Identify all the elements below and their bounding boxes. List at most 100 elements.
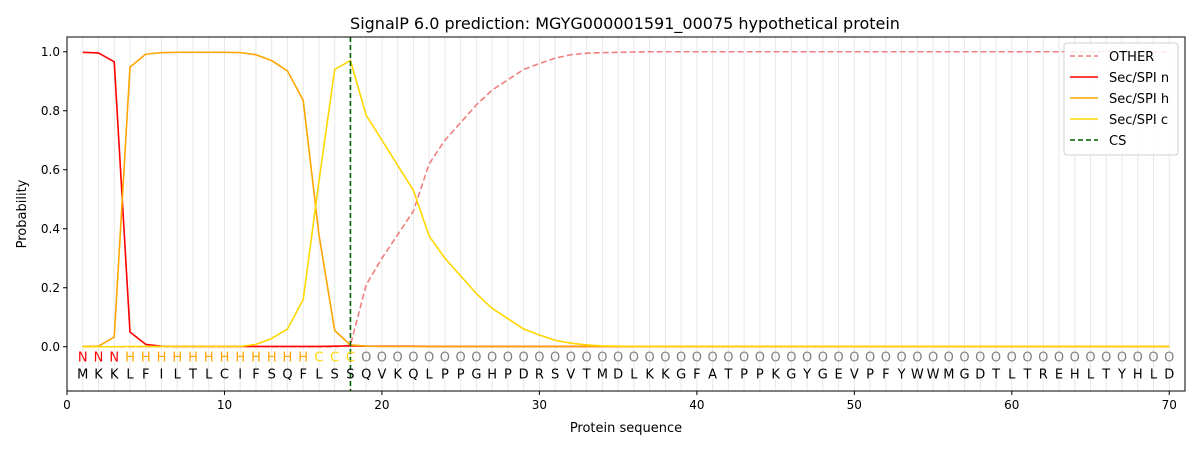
region-label: O xyxy=(1133,351,1143,366)
residue-label: S xyxy=(331,368,339,383)
legend-label: CS xyxy=(1109,134,1126,149)
series-line-sec-spi-c xyxy=(82,59,1170,348)
region-label: O xyxy=(408,351,418,366)
plot-frame xyxy=(66,36,1186,392)
region-label: O xyxy=(770,351,780,366)
residue-label: V xyxy=(377,368,386,383)
residue-label: L xyxy=(1150,368,1158,383)
residue-label: T xyxy=(1101,368,1110,383)
region-label: O xyxy=(959,351,969,366)
region-label: O xyxy=(471,351,481,366)
residue-label: Q xyxy=(408,368,418,383)
residue-label: M xyxy=(597,368,608,383)
residue-label: P xyxy=(441,368,449,383)
region-label: O xyxy=(597,351,607,366)
residue-label: W xyxy=(911,368,924,383)
region-label: O xyxy=(707,351,717,366)
residue-label: E xyxy=(834,368,842,383)
residue-label: F xyxy=(693,368,700,383)
region-label: O xyxy=(944,351,954,366)
x-tick-label: 0 xyxy=(63,398,71,412)
residue-label: Y xyxy=(897,368,906,383)
region-label: O xyxy=(361,351,371,366)
x-axis-ticks: 0 10 20 30 40 50 60 70 xyxy=(63,391,1177,412)
region-label: H xyxy=(172,351,182,366)
legend-label: Sec/SPI h xyxy=(1109,92,1169,107)
region-label: O xyxy=(833,351,843,366)
residue-label: D xyxy=(1164,368,1174,383)
region-label: O xyxy=(519,351,529,366)
residue-label: T xyxy=(188,368,197,383)
region-label: O xyxy=(487,351,497,366)
residue-label: F xyxy=(299,368,306,383)
residue-label: R xyxy=(535,368,544,383)
residue-label: F xyxy=(142,368,149,383)
residue-label: P xyxy=(504,368,512,383)
region-label: H xyxy=(235,351,245,366)
residue-label: H xyxy=(1070,368,1080,383)
residue-label: M xyxy=(943,368,954,383)
y-tick-label: 0.6 xyxy=(41,163,60,177)
region-label: O xyxy=(456,351,466,366)
region-label: H xyxy=(251,351,261,366)
residue-label: Y xyxy=(802,368,811,383)
residue-label: P xyxy=(866,368,874,383)
region-label: H xyxy=(157,351,167,366)
legend-label: OTHER xyxy=(1109,50,1154,65)
x-tick-label: 30 xyxy=(532,398,547,412)
region-label: O xyxy=(1101,351,1111,366)
region-label: O xyxy=(928,351,938,366)
legend-label: Sec/SPI n xyxy=(1109,71,1169,86)
region-label: O xyxy=(676,351,686,366)
region-label: O xyxy=(629,351,639,366)
chart-title: SignalP 6.0 prediction: MGYG000001591_00… xyxy=(350,14,900,34)
residue-label: Q xyxy=(361,368,371,383)
y-tick-label: 0.2 xyxy=(41,281,60,295)
region-label: O xyxy=(503,351,513,366)
residue-label: H xyxy=(487,368,497,383)
region-label: H xyxy=(141,351,151,366)
region-label: O xyxy=(1117,351,1127,366)
residue-label: V xyxy=(566,368,575,383)
x-tick-label: 60 xyxy=(1004,398,1019,412)
region-label: H xyxy=(298,351,308,366)
region-label: C xyxy=(330,351,339,366)
residue-label: L xyxy=(426,368,434,383)
region-label: O xyxy=(1038,351,1048,366)
residue-label: L xyxy=(1008,368,1016,383)
region-label: O xyxy=(991,351,1001,366)
residue-label: K xyxy=(771,368,780,383)
x-tick-label: 70 xyxy=(1162,398,1177,412)
region-label: O xyxy=(896,351,906,366)
region-label: H xyxy=(204,351,214,366)
y-tick-label: 0.0 xyxy=(41,340,60,354)
region-label: O xyxy=(865,351,875,366)
x-axis-label: Protein sequence xyxy=(570,421,682,436)
residue-label: L xyxy=(205,368,213,383)
residue-label: K xyxy=(645,368,654,383)
residue-label: S xyxy=(346,368,354,383)
residue-label: Q xyxy=(282,368,292,383)
region-label: O xyxy=(739,351,749,366)
region-label: O xyxy=(975,351,985,366)
region-label: O xyxy=(660,351,670,366)
residue-label: T xyxy=(582,368,591,383)
region-label: H xyxy=(125,351,135,366)
residue-label: R xyxy=(1039,368,1048,383)
y-tick-label: 0.8 xyxy=(41,104,60,118)
region-label: O xyxy=(723,351,733,366)
legend-label: Sec/SPI c xyxy=(1109,113,1168,128)
residue-label: A xyxy=(708,368,717,383)
region-label: H xyxy=(267,351,277,366)
y-axis-label: Probability xyxy=(15,179,30,248)
region-label: N xyxy=(78,351,88,366)
region-label: O xyxy=(1054,351,1064,366)
residue-label: K xyxy=(110,368,119,383)
residue-label: W xyxy=(927,368,940,383)
residue-label: G xyxy=(818,368,828,383)
residue-label: D xyxy=(519,368,529,383)
y-axis-ticks: 0.0 0.2 0.4 0.6 0.8 1.0 xyxy=(41,45,67,354)
region-label: H xyxy=(283,351,293,366)
